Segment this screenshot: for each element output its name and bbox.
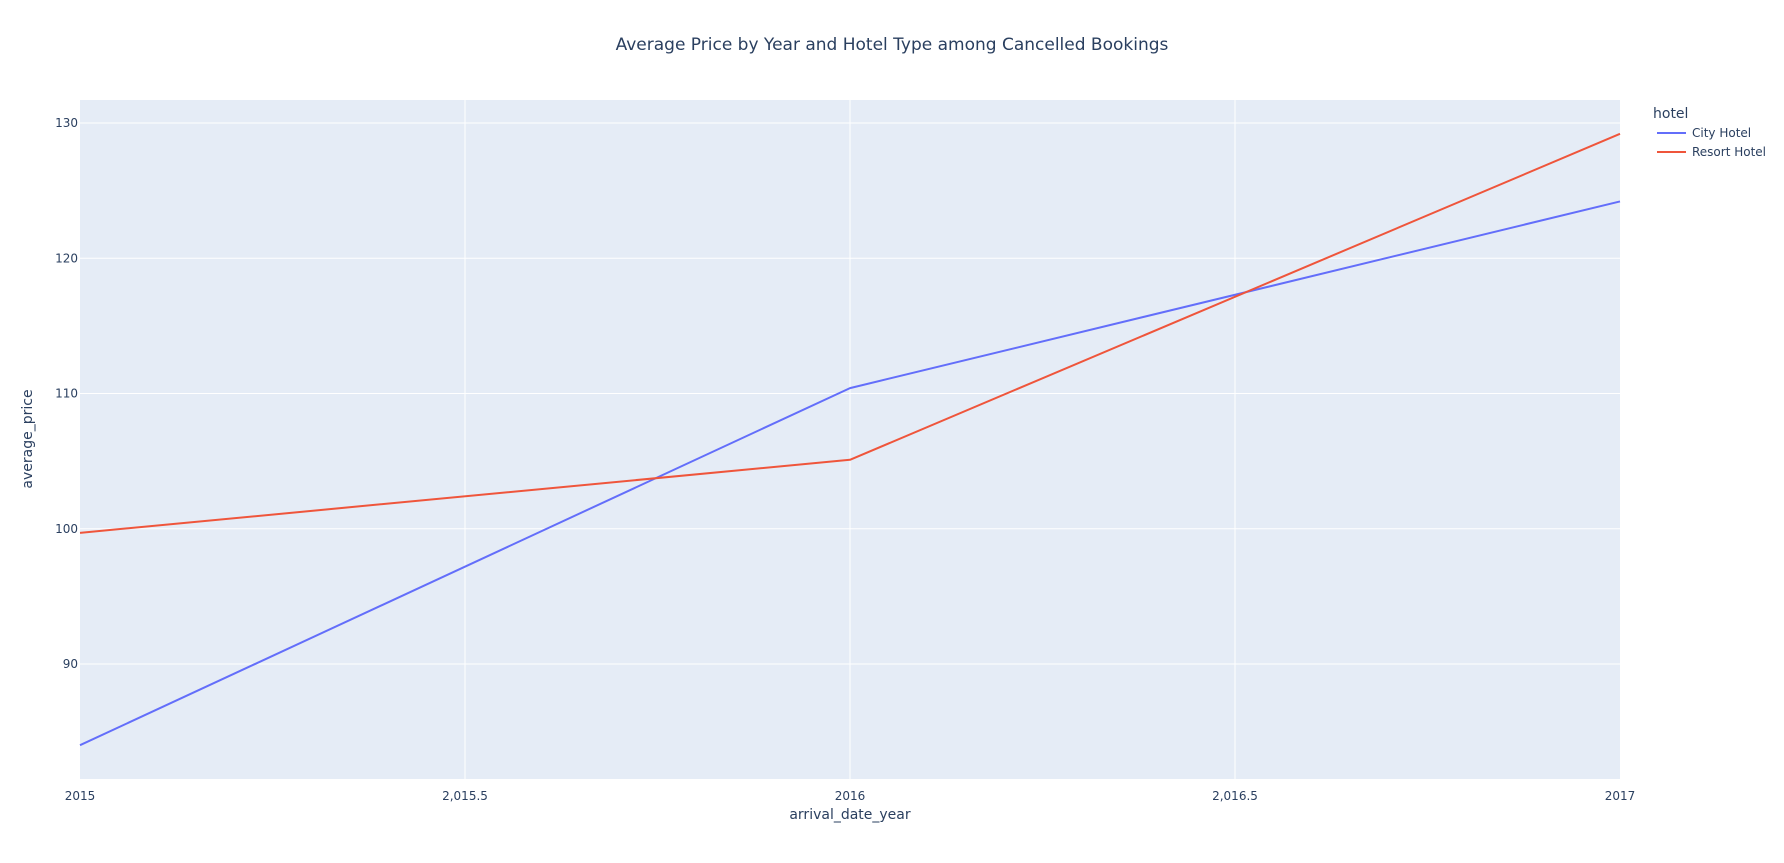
y-tick-label: 130 xyxy=(55,116,78,130)
y-axis-ticks: 90 100 110 120 130 xyxy=(55,116,78,671)
y-tick-label: 90 xyxy=(63,657,78,671)
legend-title: hotel xyxy=(1653,106,1688,122)
x-tick-label: 2016 xyxy=(835,789,866,803)
x-axis-label: arrival_date_year xyxy=(789,807,911,823)
x-axis-ticks: 2015 2,015.5 2016 2,016.5 2017 xyxy=(65,789,1636,803)
x-tick-label: 2015 xyxy=(65,789,96,803)
y-tick-label: 110 xyxy=(55,387,78,401)
y-tick-label: 100 xyxy=(55,522,78,536)
x-tick-label: 2,016.5 xyxy=(1212,789,1258,803)
y-axis-label: average_price xyxy=(20,389,36,488)
legend-item-resort-hotel[interactable]: Resort Hotel xyxy=(1657,145,1766,159)
x-tick-label: 2017 xyxy=(1605,789,1636,803)
chart-title: Average Price by Year and Hotel Type amo… xyxy=(616,35,1169,55)
x-tick-label: 2,015.5 xyxy=(442,789,488,803)
legend[interactable]: hotel City Hotel Resort Hotel xyxy=(1653,106,1766,159)
series-line-resort-hotel[interactable] xyxy=(79,132,1621,534)
y-tick-label: 120 xyxy=(55,251,78,265)
legend-label: City Hotel xyxy=(1692,126,1751,140)
series-lines xyxy=(79,132,1621,747)
gridlines xyxy=(80,100,1620,779)
series-line-city-hotel[interactable] xyxy=(79,200,1621,747)
legend-label: Resort Hotel xyxy=(1692,145,1766,159)
legend-item-city-hotel[interactable]: City Hotel xyxy=(1657,126,1751,140)
